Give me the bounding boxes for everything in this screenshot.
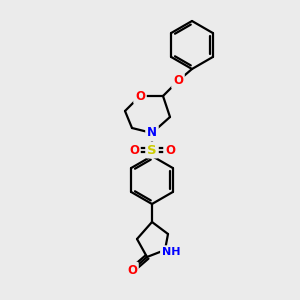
Text: S: S	[147, 143, 157, 157]
Text: O: O	[127, 263, 137, 277]
Text: O: O	[135, 89, 145, 103]
Text: O: O	[165, 143, 175, 157]
Text: N: N	[147, 127, 157, 140]
Text: O: O	[173, 74, 183, 88]
Text: NH: NH	[162, 247, 180, 257]
Text: O: O	[129, 143, 139, 157]
